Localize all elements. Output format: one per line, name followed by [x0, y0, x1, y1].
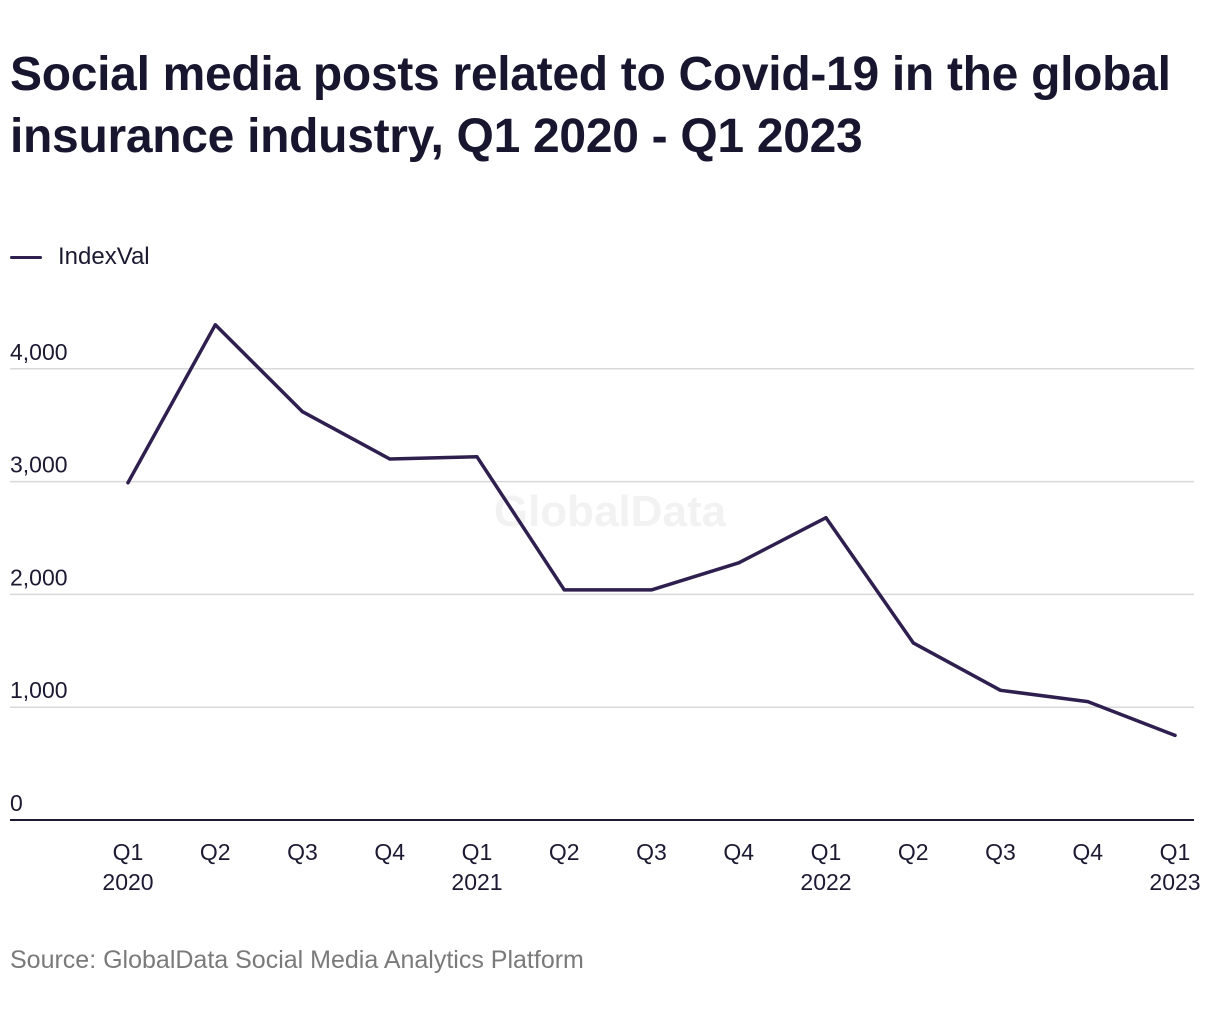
x-tick-label: Q2 — [549, 839, 580, 865]
y-tick-label: 1,000 — [10, 677, 68, 703]
chart-title: Social media posts related to Covid-19 i… — [10, 48, 1171, 163]
y-axis: 0 1,000 2,000 3,000 4,000 — [10, 339, 68, 816]
x-tick-year-label: 2021 — [451, 869, 502, 895]
x-tick-label: Q1 — [113, 839, 144, 865]
x-tick-label: Q3 — [985, 839, 1016, 865]
grid-layer — [10, 368, 1194, 821]
x-tick-label: Q2 — [200, 839, 231, 865]
x-tick-label: Q1 — [811, 839, 842, 865]
x-tick-label: Q4 — [723, 839, 754, 865]
x-tick-label: Q3 — [287, 839, 318, 865]
x-tick-label: Q1 — [462, 839, 493, 865]
data-point — [1173, 733, 1177, 738]
legend-swatch — [10, 255, 42, 259]
x-axis: Q1 2020 Q2 Q3 Q4 Q1 2021 Q2 Q3 Q4 Q1 2022 Q2 Q3 Q4 Q1 20… — [102, 839, 1200, 895]
x-tick-label: Q4 — [374, 839, 405, 865]
x-tick-label: Q2 — [898, 839, 929, 865]
data-point — [998, 688, 1003, 692]
watermark-text: GlobalData — [494, 487, 727, 536]
x-tick-label: Q3 — [636, 839, 667, 865]
data-point — [649, 588, 654, 592]
data-point — [737, 561, 741, 565]
data-point — [475, 455, 479, 459]
x-tick-year-label: 2022 — [800, 869, 851, 895]
y-tick-label: 4,000 — [10, 339, 68, 365]
data-point — [562, 588, 566, 592]
series-layer — [126, 323, 1177, 738]
y-tick-label: 0 — [10, 790, 23, 816]
data-point — [388, 457, 392, 461]
data-point — [213, 323, 217, 327]
data-point — [1086, 699, 1090, 704]
data-point — [911, 641, 915, 645]
source-note: Source: GlobalData Social Media Analytic… — [10, 946, 584, 974]
x-tick-year-label: 2023 — [1149, 869, 1200, 895]
data-point — [824, 516, 828, 520]
x-tick-label: Q1 — [1160, 839, 1191, 865]
x-tick-label: Q4 — [1072, 839, 1103, 865]
legend: IndexVal — [10, 243, 150, 271]
data-point — [300, 410, 305, 414]
legend-label-indexval: IndexVal — [58, 243, 150, 270]
y-tick-label: 3,000 — [10, 452, 68, 478]
data-point — [126, 481, 130, 485]
y-tick-label: 2,000 — [10, 564, 68, 590]
x-tick-year-label: 2020 — [102, 869, 153, 895]
